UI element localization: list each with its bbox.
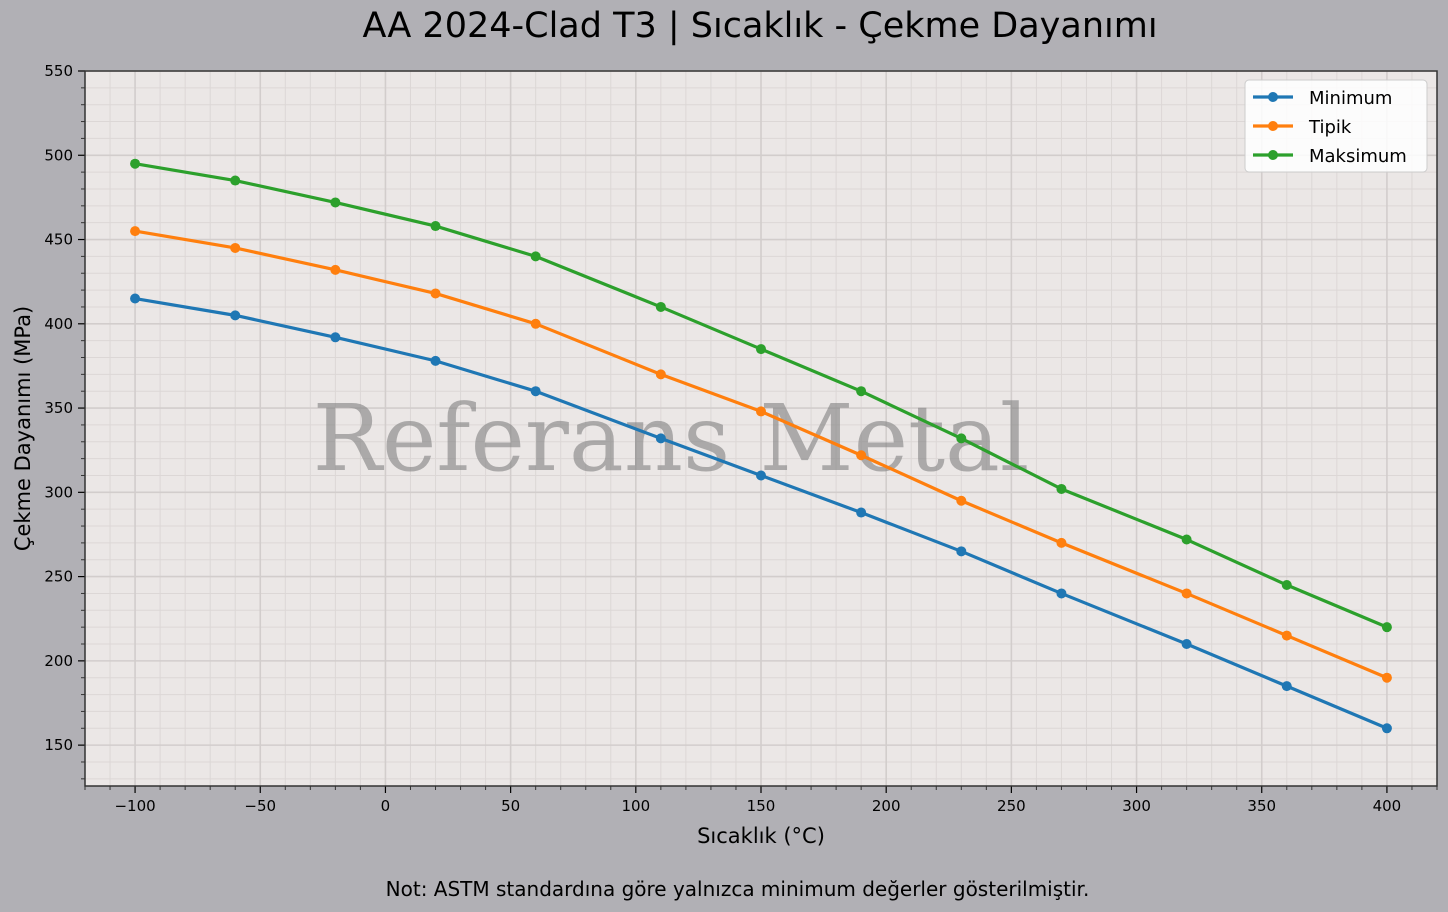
y-tick-label: 200 bbox=[44, 652, 73, 670]
data-point bbox=[1056, 483, 1067, 494]
x-axis-label: Sıcaklık (°C) bbox=[697, 824, 825, 848]
x-tick-label: 250 bbox=[997, 797, 1026, 815]
legend-marker bbox=[1268, 92, 1278, 102]
x-tick-label: 0 bbox=[381, 797, 391, 815]
data-point bbox=[1381, 622, 1392, 633]
legend-label: Minimum bbox=[1309, 88, 1392, 109]
y-tick-label: 550 bbox=[44, 62, 73, 80]
data-point bbox=[430, 355, 441, 366]
data-point bbox=[330, 264, 341, 275]
y-tick-label: 450 bbox=[44, 231, 73, 249]
legend-label: Tipik bbox=[1308, 117, 1352, 138]
x-tick-label: 100 bbox=[621, 797, 650, 815]
data-point bbox=[655, 433, 666, 444]
x-tick-label: 400 bbox=[1373, 797, 1402, 815]
legend-label: Maksimum bbox=[1309, 146, 1407, 167]
x-tick-label: −100 bbox=[114, 797, 155, 815]
data-point bbox=[130, 158, 141, 169]
data-point bbox=[330, 197, 341, 208]
data-point bbox=[1181, 534, 1192, 545]
data-point bbox=[430, 288, 441, 299]
series-minimum bbox=[130, 293, 1392, 734]
data-point bbox=[1281, 580, 1292, 591]
data-point bbox=[130, 226, 141, 237]
data-point bbox=[655, 301, 666, 312]
data-point bbox=[1181, 639, 1192, 650]
data-point bbox=[1381, 723, 1392, 734]
x-tick-label: 300 bbox=[1122, 797, 1151, 815]
x-tick-label: −50 bbox=[244, 797, 276, 815]
legend: Minimum Tipik Maksimum bbox=[1244, 79, 1428, 173]
x-tick-label: 200 bbox=[872, 797, 901, 815]
plot-frame bbox=[84, 70, 1438, 787]
data-point bbox=[1381, 672, 1392, 683]
legend-box bbox=[1244, 79, 1428, 173]
data-point bbox=[756, 470, 766, 481]
data-point bbox=[1281, 630, 1292, 641]
data-point bbox=[230, 310, 241, 321]
data-point bbox=[530, 386, 541, 397]
data-point bbox=[1181, 588, 1192, 599]
data-point bbox=[956, 433, 967, 444]
data-point bbox=[856, 386, 867, 397]
data-point bbox=[1056, 537, 1067, 548]
data-point bbox=[956, 546, 967, 557]
y-axis-label: Çekme Dayanımı (MPa) bbox=[11, 306, 35, 551]
y-tick-label: 350 bbox=[44, 399, 73, 417]
x-tick-label: 150 bbox=[747, 797, 776, 815]
series-tipik bbox=[130, 226, 1392, 683]
data-point bbox=[856, 507, 867, 518]
data-point bbox=[230, 175, 241, 186]
data-point bbox=[330, 332, 341, 343]
data-point bbox=[956, 495, 967, 506]
data-point bbox=[430, 221, 441, 232]
footnote: Not: ASTM standardına göre yalnızca mini… bbox=[385, 877, 1090, 901]
data-point bbox=[530, 251, 541, 262]
y-tick-label: 150 bbox=[44, 736, 73, 754]
chart-title: AA 2024-Clad T3 | Sıcaklık - Çekme Dayan… bbox=[362, 6, 1158, 46]
y-tick-label: 500 bbox=[44, 146, 73, 164]
data-point bbox=[530, 318, 541, 329]
legend-marker bbox=[1268, 150, 1278, 160]
legend-marker bbox=[1268, 121, 1278, 131]
x-tick-label: 50 bbox=[501, 797, 520, 815]
x-tick-label: 350 bbox=[1247, 797, 1276, 815]
watermark: Referans Metal bbox=[313, 385, 1030, 492]
data-point bbox=[1281, 681, 1292, 692]
data-point bbox=[756, 406, 766, 417]
data-point bbox=[756, 344, 766, 355]
y-tick-label: 250 bbox=[44, 568, 73, 586]
series-maksimum bbox=[130, 158, 1392, 633]
data-point bbox=[856, 450, 867, 461]
y-tick-label: 400 bbox=[44, 315, 73, 333]
data-point bbox=[130, 293, 141, 304]
y-tick-label: 300 bbox=[44, 483, 73, 501]
data-point bbox=[1056, 588, 1067, 599]
data-point bbox=[655, 369, 666, 380]
data-point bbox=[230, 242, 241, 253]
